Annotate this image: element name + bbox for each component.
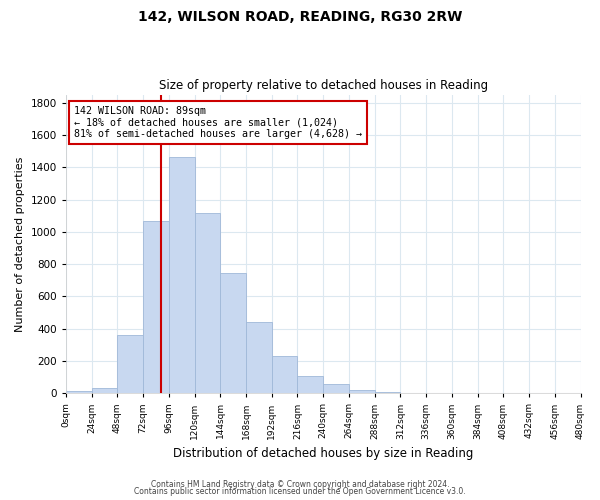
Text: Contains HM Land Registry data © Crown copyright and database right 2024.: Contains HM Land Registry data © Crown c… <box>151 480 449 489</box>
Bar <box>66 391 92 394</box>
Bar <box>349 390 374 394</box>
Bar <box>118 335 143 394</box>
Bar <box>169 156 194 394</box>
Bar <box>374 392 400 394</box>
Y-axis label: Number of detached properties: Number of detached properties <box>15 156 25 332</box>
Title: Size of property relative to detached houses in Reading: Size of property relative to detached ho… <box>158 79 488 92</box>
Text: 142 WILSON ROAD: 89sqm
← 18% of detached houses are smaller (1,024)
81% of semi-: 142 WILSON ROAD: 89sqm ← 18% of detached… <box>74 106 362 139</box>
Bar <box>220 273 246 394</box>
Bar <box>194 213 220 394</box>
Bar <box>323 384 349 394</box>
Bar <box>298 376 323 394</box>
Text: 142, WILSON ROAD, READING, RG30 2RW: 142, WILSON ROAD, READING, RG30 2RW <box>138 10 462 24</box>
Text: Contains public sector information licensed under the Open Government Licence v3: Contains public sector information licen… <box>134 487 466 496</box>
Bar <box>92 388 118 394</box>
Bar <box>246 322 272 394</box>
Bar <box>272 356 298 394</box>
Bar <box>143 222 169 394</box>
X-axis label: Distribution of detached houses by size in Reading: Distribution of detached houses by size … <box>173 447 473 460</box>
